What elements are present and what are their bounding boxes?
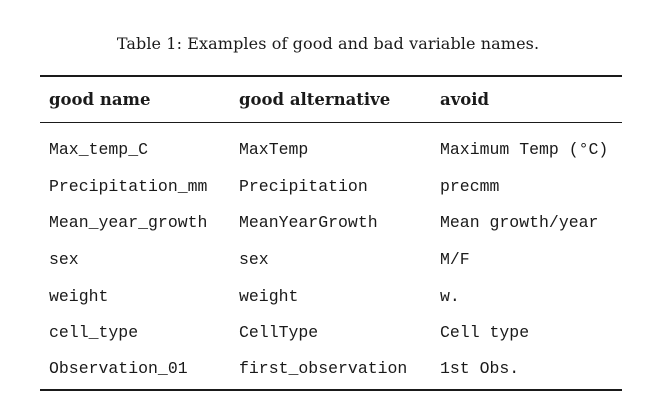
cell-avoid: 1st Obs. <box>440 359 520 378</box>
cell-good-name: Observation_01 <box>49 359 188 378</box>
cell-avoid: Cell type <box>440 323 530 342</box>
table-row: Max_temp_C MaxTemp Maximum Temp (°C) <box>0 140 656 166</box>
header-good-name: good name <box>49 90 151 109</box>
header-good-alternative: good alternative <box>239 90 391 109</box>
header-avoid: avoid <box>440 90 490 109</box>
cell-avoid: Maximum Temp (°C) <box>440 140 609 159</box>
cell-good-alternative: CellType <box>239 323 319 342</box>
table-top-rule <box>40 75 622 77</box>
cell-good-alternative: sex <box>239 250 269 269</box>
cell-good-name: sex <box>49 250 79 269</box>
cell-good-alternative: MeanYearGrowth <box>239 213 378 232</box>
cell-good-alternative: first_observation <box>239 359 408 378</box>
cell-good-name: cell_type <box>49 323 139 342</box>
table-row: cell_type CellType Cell type <box>0 323 656 349</box>
cell-good-name: weight <box>49 287 109 306</box>
cell-avoid: Mean growth/year <box>440 213 599 232</box>
cell-good-name: Precipitation_mm <box>49 177 208 196</box>
table-row: Precipitation_mm Precipitation precmm <box>0 177 656 203</box>
table-caption: Table 1: Examples of good and bad variab… <box>116 34 540 53</box>
cell-avoid: w. <box>440 287 460 306</box>
table-row: Observation_01 first_observation 1st Obs… <box>0 359 656 385</box>
table-row: weight weight w. <box>0 287 656 313</box>
table-header-row: good name good alternative avoid <box>0 90 656 116</box>
table-header-rule <box>40 122 622 123</box>
table-row: Mean_year_growth MeanYearGrowth Mean gro… <box>0 213 656 239</box>
cell-avoid: M/F <box>440 250 470 269</box>
cell-good-alternative: Precipitation <box>239 177 368 196</box>
cell-good-alternative: MaxTemp <box>239 140 309 159</box>
table-row: sex sex M/F <box>0 250 656 276</box>
cell-good-name: Mean_year_growth <box>49 213 208 232</box>
cell-avoid: precmm <box>440 177 500 196</box>
cell-good-alternative: weight <box>239 287 299 306</box>
table-bottom-rule <box>40 389 622 391</box>
cell-good-name: Max_temp_C <box>49 140 149 159</box>
